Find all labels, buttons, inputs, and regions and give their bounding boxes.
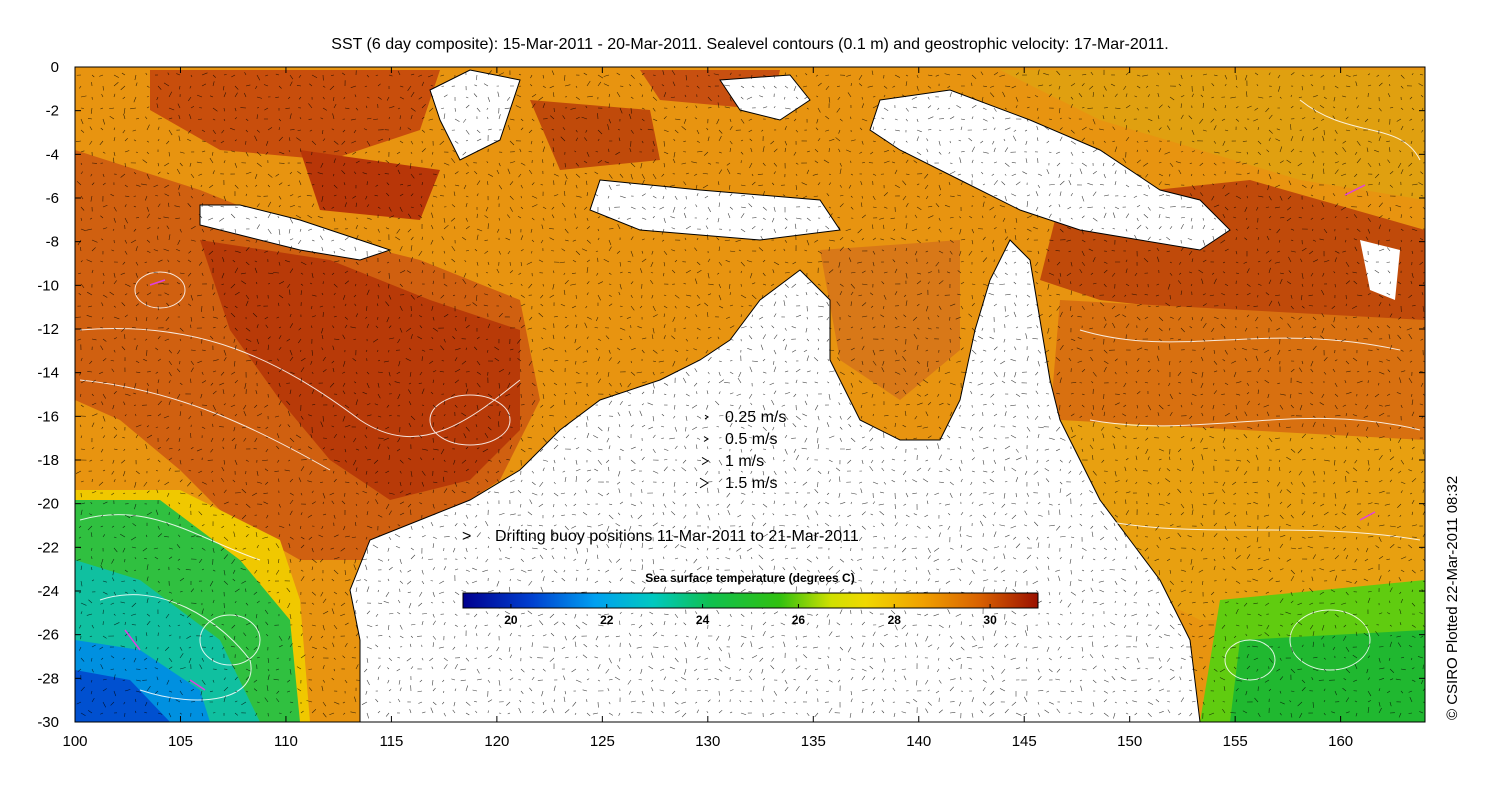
y-tick-label: -30	[37, 714, 59, 731]
y-tick-label: -18	[37, 452, 59, 469]
y-tick-label: -26	[37, 627, 59, 644]
colorbar-tick-label: 22	[600, 613, 614, 627]
y-tick-label: -20	[37, 496, 59, 513]
sst-field	[75, 67, 1425, 722]
credit-text: © CSIRO Plotted 22-Mar-2011 08:32	[1444, 475, 1461, 720]
x-tick-label: 155	[1223, 733, 1248, 750]
x-axis: 100 105 110 115 120 125 130 135 140 145 150 155 160	[62, 67, 1353, 750]
velocity-legend: 0.25 m/s 0.5 m/s 1 m/s 1.5 m/s	[699, 409, 786, 492]
velocity-legend-label: 1 m/s	[725, 453, 764, 470]
velocity-legend-arrow	[701, 456, 709, 466]
y-tick-label: 0	[51, 59, 59, 76]
velocity-arrow-field	[75, 69, 1425, 719]
y-tick-label: -4	[46, 146, 59, 163]
colorbar-scale	[462, 592, 1039, 609]
x-tick-label: 150	[1117, 733, 1142, 750]
colorbar-tick-label: 24	[696, 613, 710, 627]
velocity-legend-arrow	[699, 477, 709, 489]
velocity-legend-arrow	[704, 414, 709, 420]
buoy-legend-label: Drifting buoy positions 11-Mar-2011 to 2…	[495, 528, 859, 545]
buoy-legend-symbol: >	[462, 528, 471, 545]
x-tick-label: 125	[590, 733, 615, 750]
colorbar-tick-label: 26	[792, 613, 806, 627]
colorbar-tick-label: 28	[888, 613, 902, 627]
chart-title: SST (6 day composite): 15-Mar-2011 - 20-…	[331, 36, 1169, 53]
y-axis: 0 -2 -4 -6 -8 -10 -12 -14 -16 -18 -20 -22 -24 -26 -28 -…	[37, 59, 1425, 731]
y-tick-label: -28	[37, 670, 59, 687]
colorbar-tick-label: 20	[504, 613, 518, 627]
x-tick-label: 140	[906, 733, 931, 750]
y-tick-label: -14	[37, 365, 59, 382]
y-tick-label: -24	[37, 583, 59, 600]
colorbar-tick-label: 30	[983, 613, 997, 627]
x-tick-label: 145	[1012, 733, 1037, 750]
x-tick-label: 160	[1328, 733, 1353, 750]
y-tick-label: -22	[37, 539, 59, 556]
velocity-legend-label: 1.5 m/s	[725, 475, 777, 492]
colorbar: Sea surface temperature (degrees C) 20 22…	[462, 571, 1039, 627]
x-tick-label: 130	[695, 733, 720, 750]
colorbar-title: Sea surface temperature (degrees C)	[645, 571, 854, 585]
velocity-legend-label: 0.5 m/s	[725, 431, 777, 448]
y-tick-label: -16	[37, 408, 59, 425]
y-tick-label: -6	[46, 190, 59, 207]
x-tick-label: 115	[379, 733, 403, 750]
y-tick-label: -10	[37, 277, 59, 294]
x-tick-label: 120	[484, 733, 509, 750]
y-tick-label: -12	[37, 321, 59, 338]
y-tick-label: -8	[46, 234, 59, 251]
buoy-legend: > Drifting buoy positions 11-Mar-2011 to…	[462, 528, 859, 545]
plot-frame	[74, 66, 1426, 723]
velocity-legend-label: 0.25 m/s	[725, 409, 786, 426]
x-tick-label: 135	[801, 733, 826, 750]
velocity-legend-arrow	[703, 436, 709, 442]
y-tick-label: -2	[46, 103, 59, 120]
x-tick-label: 110	[274, 733, 298, 750]
x-tick-label: 100	[62, 733, 87, 750]
x-tick-label: 105	[168, 733, 193, 750]
colorbar-ticks: 20 22 24 26 28 30	[504, 604, 997, 627]
